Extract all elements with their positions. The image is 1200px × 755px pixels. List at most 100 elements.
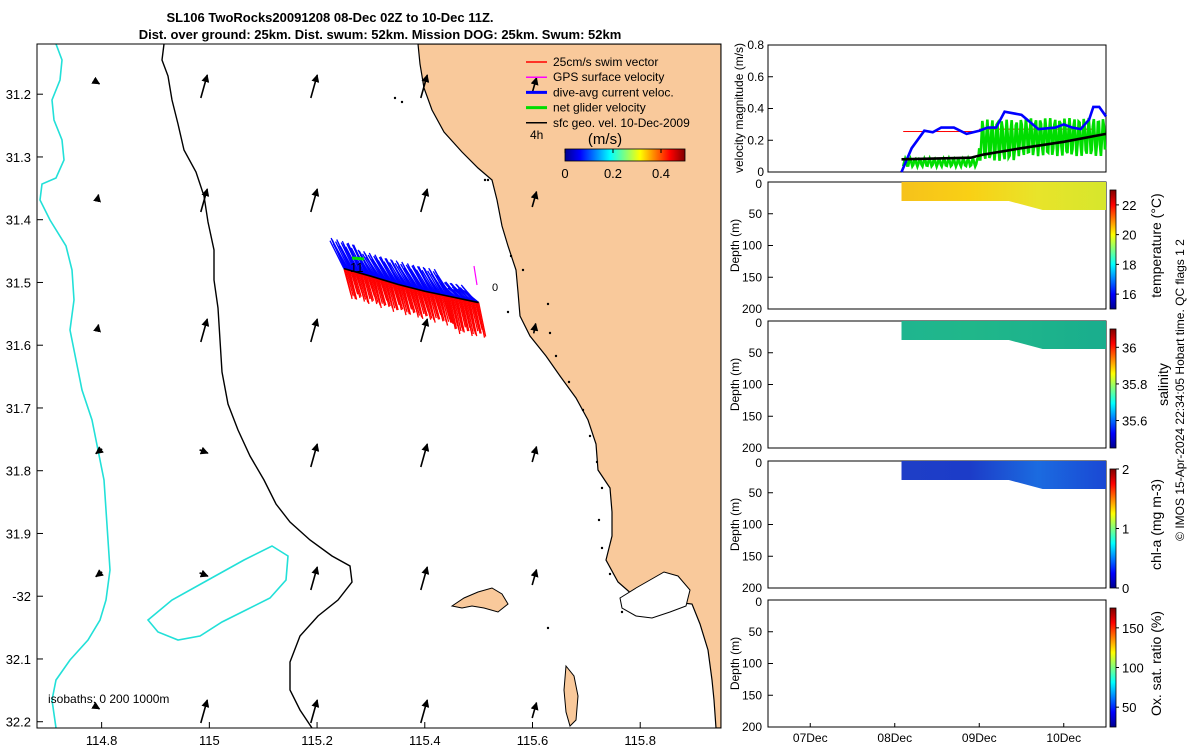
chla-colorbar	[1109, 468, 1117, 589]
dive-avg-vector	[329, 240, 345, 269]
temperature-y-tick-label: 0	[755, 177, 762, 191]
temperature-y-tick-label: 200	[742, 302, 762, 316]
speed-colorbar	[564, 148, 686, 162]
chla-data-band	[901, 461, 1106, 489]
swim-vector	[398, 284, 407, 316]
map-x-tick-label: 115	[199, 733, 220, 748]
swim-vector	[353, 271, 362, 297]
chla-colorbar-label: chl-a (mg m-3)	[1148, 479, 1164, 570]
swim-vector	[382, 279, 391, 307]
dive-avg-vector	[447, 287, 463, 300]
map-y-tick-label: 31.5	[6, 275, 31, 290]
geo-velocity-arrow	[199, 446, 209, 455]
map-y-tick-label: 31.9	[6, 526, 31, 541]
salinity-colorbar-tick-label: 35.8	[1122, 377, 1147, 392]
reef-dot	[506, 310, 510, 314]
swim-vector	[377, 278, 386, 307]
reef-dot	[483, 178, 487, 182]
swim-vector	[436, 293, 445, 321]
dive-avg-vector	[393, 265, 409, 288]
time-x-tick-label: 10Dec	[1046, 731, 1081, 745]
swim-vector	[427, 291, 436, 323]
swim-vector	[416, 289, 425, 315]
estuary	[619, 571, 691, 619]
geo-velocity-arrow	[420, 318, 430, 343]
geo-velocity-arrow	[91, 701, 101, 710]
reef-dot	[597, 518, 601, 522]
swim-vector	[453, 297, 462, 332]
geo-velocity-arrow	[200, 699, 210, 724]
title-line-1: SL106 TwoRocks20091208 08-Dec 02Z to 10-…	[166, 10, 493, 25]
dive-avg-vector	[399, 266, 415, 289]
swim-vector	[472, 301, 481, 334]
time-series-panels: 0 0.2 0.4 0.6 0.8 velocity magnitude (m/s) 0…	[728, 38, 1171, 745]
reef-dot	[521, 268, 525, 272]
map-x-tick-label: 115.8	[624, 733, 656, 748]
swim-vector	[406, 286, 415, 314]
speed-colorbar-ticks: 0 0.2 0.4	[561, 149, 670, 181]
swim-vector	[432, 292, 441, 320]
swim-vector	[474, 301, 483, 331]
chla-y-tick-label: 150	[742, 549, 762, 563]
oxygen-colorbar-tick-label: 50	[1122, 700, 1136, 715]
swim-vector	[399, 284, 408, 313]
swim-vector	[418, 289, 427, 317]
legend-label: sfc geo. vel. 10-Dec-2009	[553, 116, 690, 130]
geo-velocity-arrow	[530, 76, 539, 94]
track-start-label: 11	[350, 260, 364, 275]
map-frame	[36, 43, 722, 729]
geo-velocity-arrow	[310, 566, 320, 591]
garden-island	[563, 664, 579, 727]
reef-dot	[400, 100, 404, 104]
swim-vector	[444, 295, 453, 323]
geo-velocity-arrow	[530, 445, 539, 463]
map-x-tick-label: 114.8	[86, 733, 118, 748]
dive-avg-vector	[388, 262, 405, 287]
geo-velocity-arrow	[530, 701, 539, 719]
swim-vector	[387, 281, 396, 309]
salinity-colorbar-tick-label: 36	[1122, 340, 1136, 355]
map-y-tick-label: 32.2	[6, 715, 31, 730]
dive-avg-vector	[414, 270, 430, 293]
oxygen-colorbar	[1109, 607, 1117, 728]
oxygen-colorbar-tick-label: 150	[1122, 621, 1144, 636]
geo-velocity-arrow	[420, 566, 430, 591]
swim-vector	[361, 273, 370, 305]
chla-colorbar-tick-label: 2	[1122, 462, 1129, 477]
colorbar-unit-label: (m/s)	[588, 131, 622, 148]
dive-avg-vector	[431, 274, 447, 297]
dive-avg-vector	[372, 258, 388, 282]
swim-vector	[478, 302, 487, 337]
velocity-y-tick-label: 0	[757, 165, 764, 179]
swim-vector	[430, 292, 440, 320]
chla-colorbar-tick-label: 0	[1122, 581, 1129, 596]
swim-vector	[389, 281, 398, 311]
dive-avg-vector	[403, 267, 419, 290]
dive-avg-vector	[411, 265, 427, 292]
dive-avg-vector	[349, 248, 365, 275]
swim-vector	[390, 282, 399, 311]
velocity-panel: 0 0.2 0.4 0.6 0.8 velocity magnitude (m/s)	[732, 38, 1108, 179]
salinity-colorbar	[1109, 328, 1117, 449]
swim-vector	[362, 273, 371, 300]
geo-velocity-arrow	[310, 443, 320, 468]
swim-vector	[447, 296, 456, 330]
chla-y-tick-label: 200	[742, 581, 762, 595]
geo-velocity-arrow	[95, 446, 104, 455]
dive-avg-current-vectors	[329, 237, 480, 304]
geostrophic-series	[901, 132, 1107, 161]
swim-vector	[448, 296, 458, 329]
geo-velocity-arrow	[420, 443, 430, 468]
swim-vector	[378, 278, 387, 306]
velocity-y-tick-label: 0.4	[747, 102, 764, 116]
map-x-tick-label: 115.2	[301, 733, 333, 748]
salinity-colorbar-tick-label: 35.6	[1122, 414, 1147, 429]
geo-velocity-arrow	[200, 318, 210, 343]
swim-vector	[344, 268, 353, 300]
time-x-tick-label: 07Dec	[793, 731, 828, 745]
isobath-1000m	[39, 44, 111, 728]
geo-velocity-arrow	[93, 323, 101, 333]
salinity-data-band	[901, 321, 1106, 349]
dive-avg-vector	[420, 271, 436, 294]
